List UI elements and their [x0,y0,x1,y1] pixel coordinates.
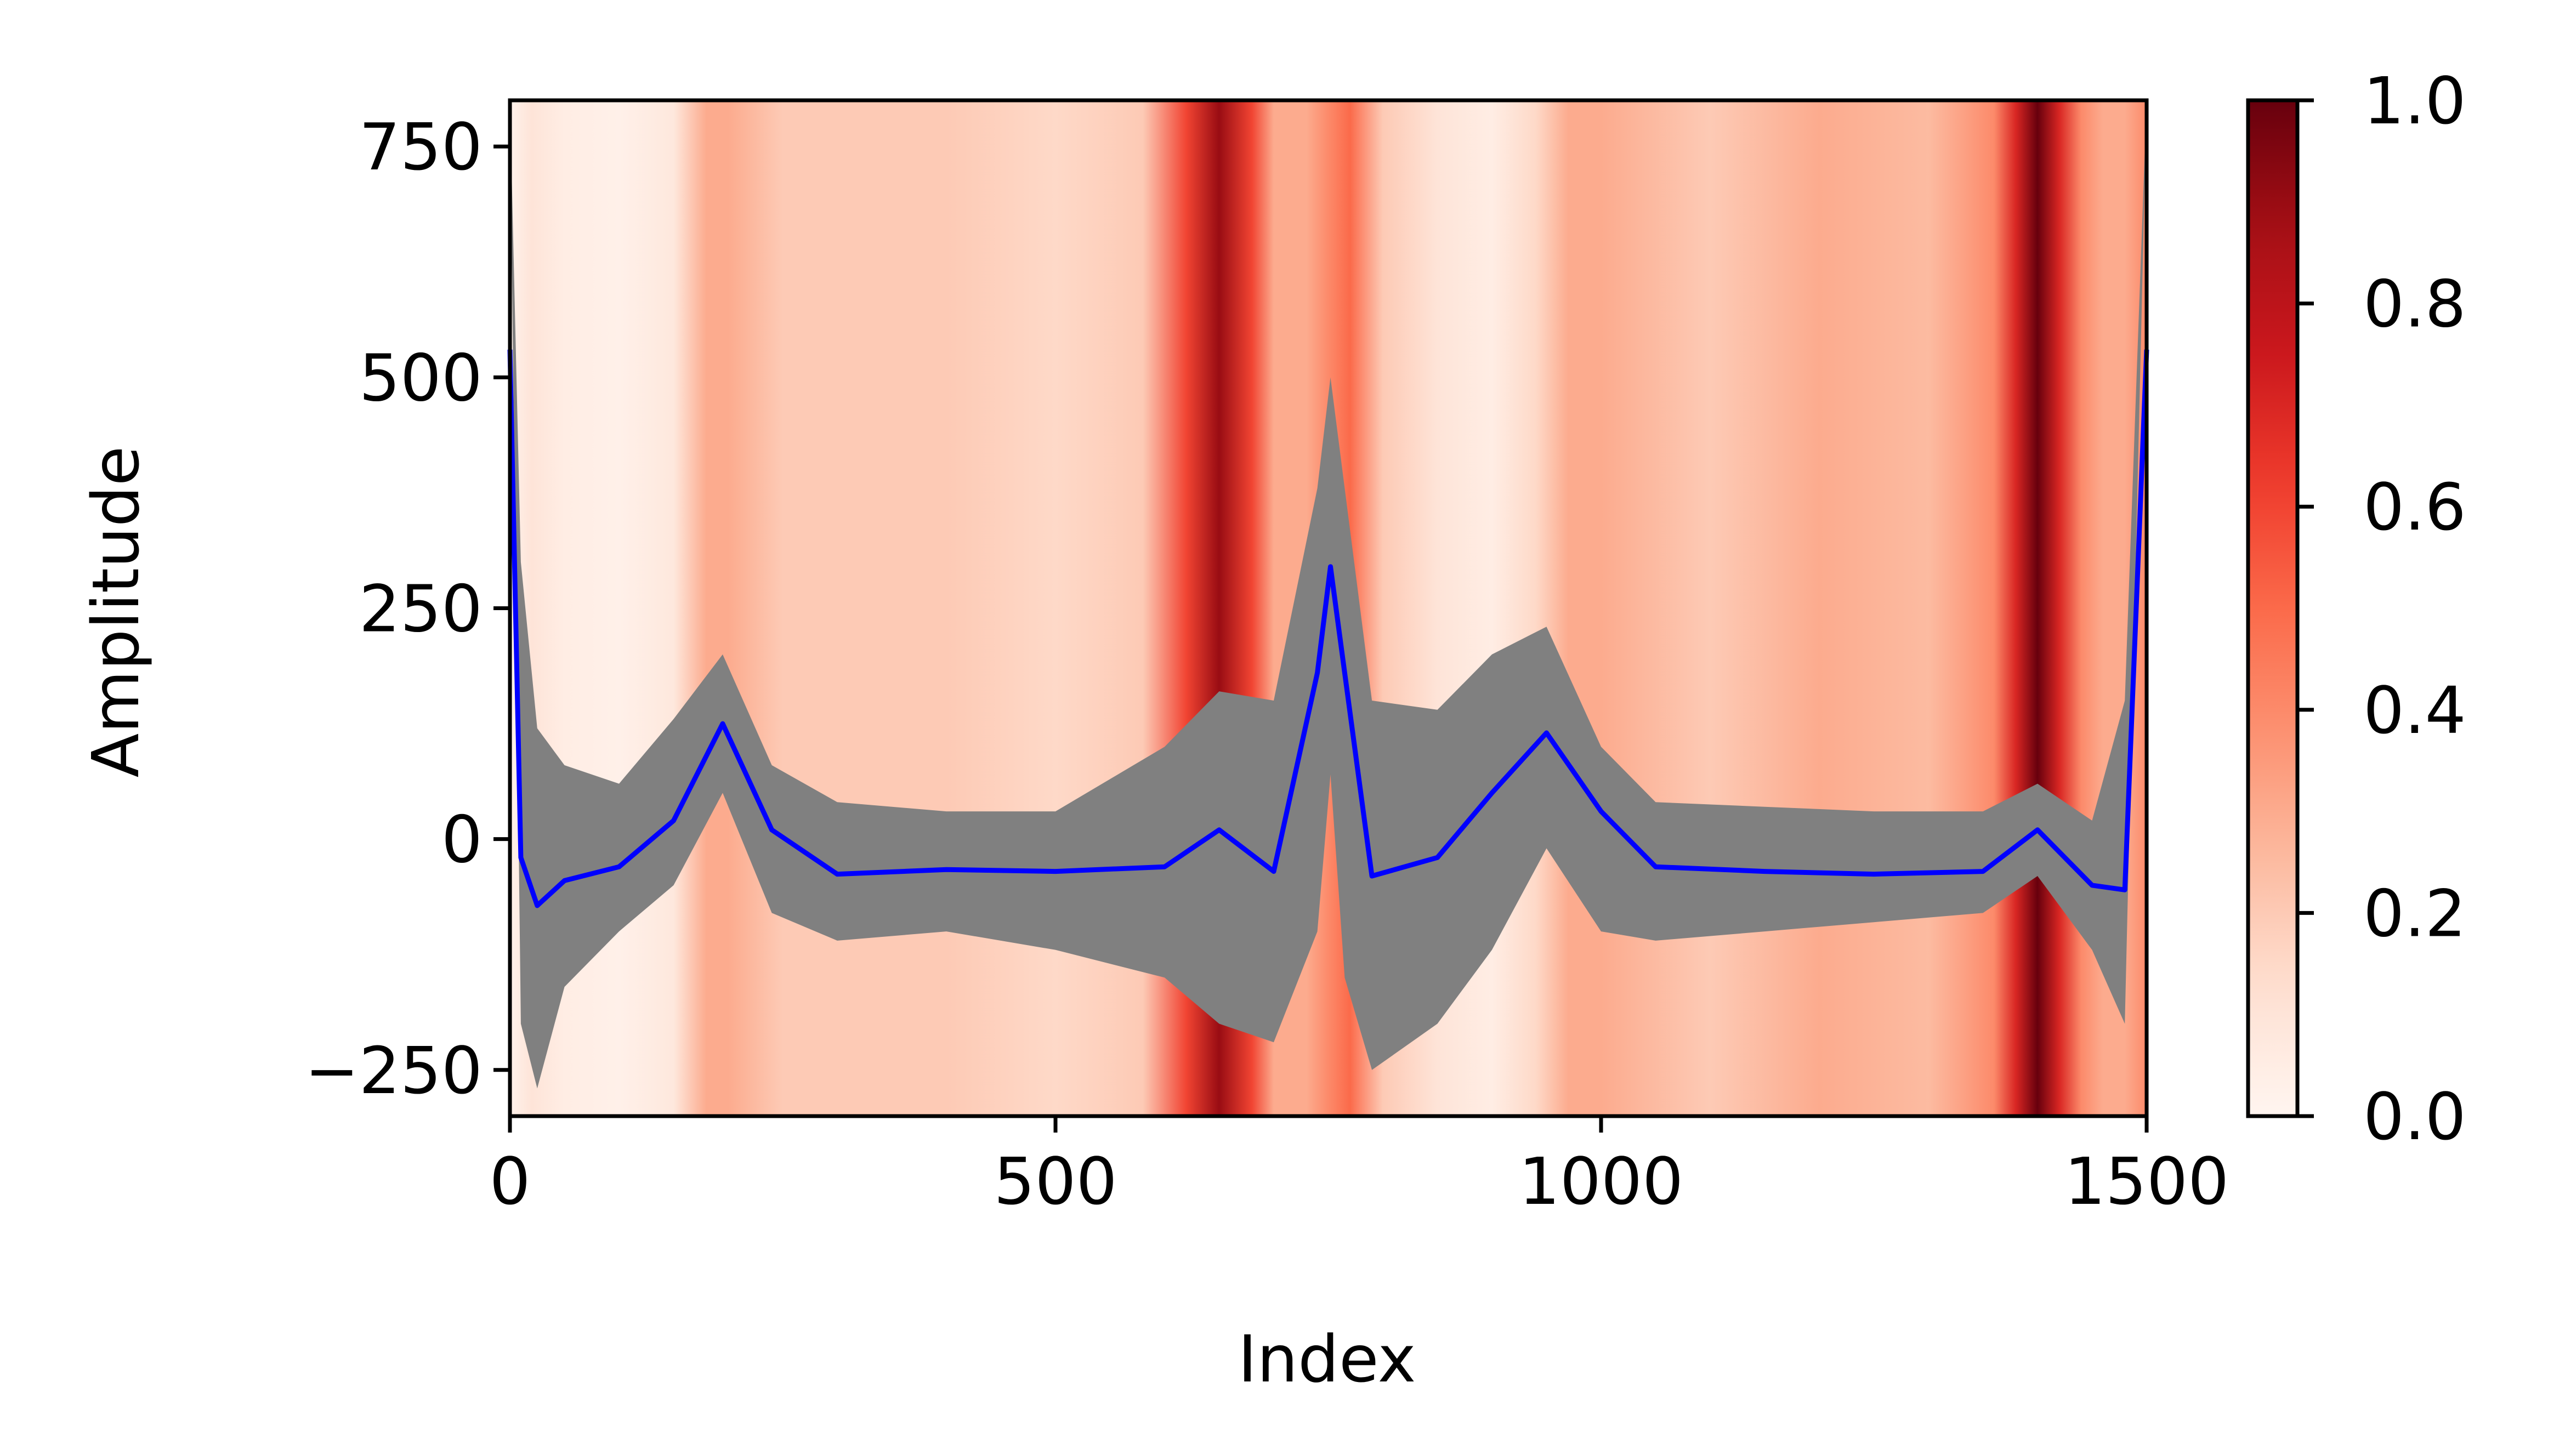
y-tick-label: 250 [359,571,483,647]
colorbar-tick-label: 0.6 [2363,469,2466,545]
colorbar-tick-label: 0.0 [2363,1079,2466,1154]
colorbar-tick-label: 1.0 [2363,63,2466,139]
y-tick-label: 500 [359,340,483,416]
mean-line [507,349,2149,908]
y-tick-label: −250 [305,1033,483,1108]
colorbar [2246,98,2300,1118]
colorbar-tick-label: 0.8 [2363,266,2466,342]
y-tick-label: 750 [359,109,483,185]
x-tick-label: 1000 [1519,1144,1683,1219]
colorbar-tick-label: 0.2 [2363,875,2466,951]
mean-line-layer [507,349,2149,908]
x-tick-label: 1500 [2064,1144,2229,1219]
x-axis: 0 500 1000 1500 [489,1116,2229,1219]
x-axis-title: Index [1238,1321,1416,1397]
y-axis: −250 0 250 500 750 [305,109,510,1108]
x-tick-label: 0 [489,1144,530,1219]
y-axis-title: Amplitude [78,446,154,778]
y-tick-label: 0 [441,802,483,878]
colorbar-tick-label: 0.4 [2363,673,2466,748]
colorbar-axis: 0.0 0.2 0.4 0.6 0.8 1.0 [2297,63,2466,1154]
x-tick-label: 500 [994,1144,1117,1219]
